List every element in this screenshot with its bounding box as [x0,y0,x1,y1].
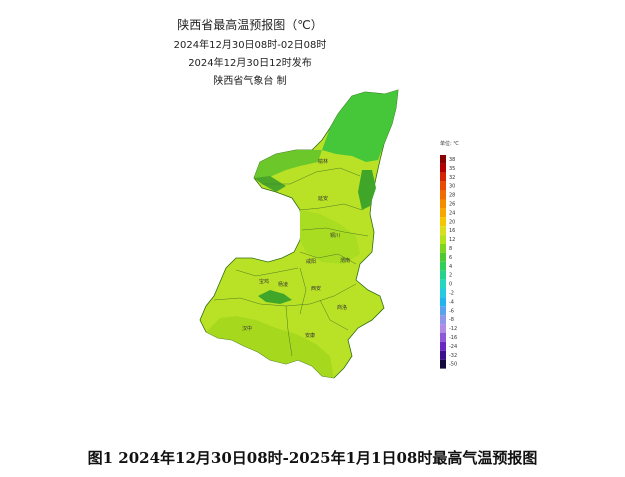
city-label: 安康 [305,332,315,339]
city-label: 杨凌 [278,281,288,288]
legend-tick-label: 12 [449,237,455,243]
legend-swatch [440,226,446,236]
legend-tick-label: -2 [449,291,454,297]
legend-tick-label: -6 [449,308,454,314]
legend-swatch [440,333,446,342]
northwest-zone [254,150,322,184]
issue-time: 2024年12月30日12时发布 [188,58,312,69]
legend-swatch [440,217,446,227]
legend-swatch [440,244,446,253]
legend-tick-label: 30 [449,184,455,190]
legend-swatch [440,341,446,351]
legend-swatch [440,315,446,325]
legend-tick-label: 0 [449,282,452,288]
city-label: 铜川 [330,232,340,239]
city-label: 汉中 [242,325,252,332]
legend-swatch [440,324,446,333]
legend-tick-label: 20 [449,219,455,225]
legend-swatch [440,208,446,218]
city-label: 渭南 [340,257,350,264]
legend-tick-label: 24 [449,210,455,216]
legend-tick-label: 32 [449,175,455,181]
legend-swatch [440,181,446,191]
legend-swatch [440,359,446,369]
south-zone [206,316,334,378]
city-label: 西安 [311,285,321,292]
legend-tick-label: -50 [449,362,457,368]
east-ridge [358,170,376,210]
legend-tick-label: 38 [449,157,455,163]
legend: 3835323028262420161286420-2-4-6-8-12-16-… [440,155,457,369]
legend-tick-label: -32 [449,353,457,359]
city-labels: 榆林 延安 铜川 渭南 咸阳 西安 宝鸡 杨凌 汉中 商洛 安康 [242,158,350,339]
legend-swatch [440,279,446,289]
city-label: 榆林 [318,158,328,165]
legend-swatch [440,297,446,307]
legend-swatch [440,270,446,280]
legend-tick-label: -4 [449,299,454,305]
north-cool-zone [322,90,398,162]
legend-tick-label: 8 [449,246,452,252]
legend-swatch [440,172,446,182]
legend-swatch [440,199,446,209]
legend-tick-label: 2 [449,273,452,279]
legend-tick-label: 35 [449,166,455,172]
legend-tick-label: -8 [449,317,454,323]
legend-swatch [440,350,446,360]
city-label: 延安 [318,195,328,202]
figure-caption: 图1 2024年12月30日08时-2025年1月1日08时最高气温预报图 [87,449,538,467]
legend-tick-label: 26 [449,202,455,208]
legend-unit-label: 单位: ℃ [440,141,459,147]
legend-tick-label: -12 [449,326,457,332]
legend-tick-label: 28 [449,193,455,199]
legend-swatch [440,190,446,200]
legend-tick-label: 16 [449,228,455,234]
legend-tick-label: -24 [449,344,457,350]
boundaries [213,167,369,357]
city-label: 咸阳 [306,258,316,265]
legend-swatch [440,306,446,316]
forecast-period: 2024年12月30日08时-02日08时 [173,40,327,51]
legend-tick-label: -16 [449,335,457,341]
map-title: 陕西省最高温预报图（℃） [177,18,323,32]
legend-swatch [440,235,446,244]
central-zone [300,210,360,264]
city-label: 商洛 [337,304,347,311]
legend-swatch [440,252,446,262]
issuing-agency: 陕西省气象台 制 [213,76,287,87]
city-label: 宝鸡 [259,278,269,285]
legend-swatch [440,288,446,298]
qinling-cool-zone [258,290,292,304]
legend-tick-label: 6 [449,255,452,261]
legend-swatch [440,163,446,173]
legend-tick-label: 4 [449,264,452,270]
legend-swatch [440,261,446,271]
legend-swatch [440,155,446,164]
